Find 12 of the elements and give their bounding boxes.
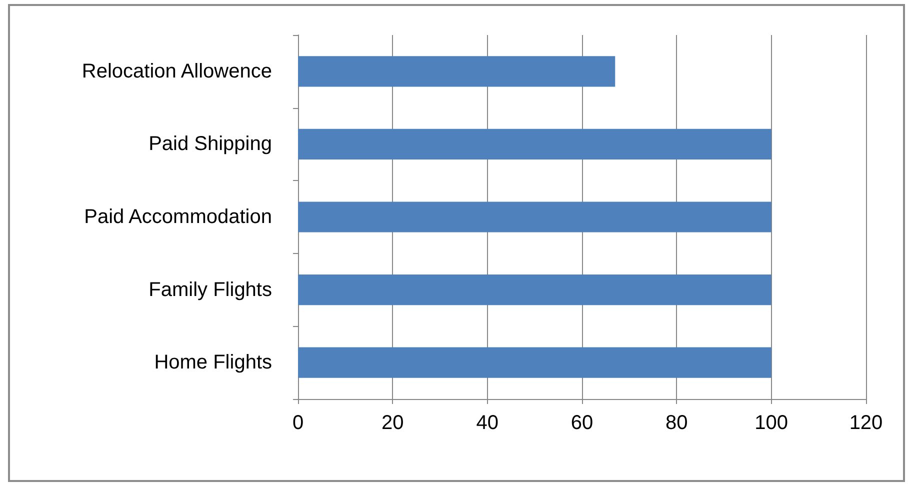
x-tick-label: 100 [754, 412, 788, 434]
y-tick-label: Paid Shipping [148, 133, 272, 156]
x-tick-label: 0 [292, 412, 304, 434]
x-tick-label: 40 [476, 412, 498, 434]
y-tick-label: Relocation Allowence [82, 60, 272, 82]
x-tick-label: 20 [382, 412, 404, 434]
y-tick-label: Home Flights [154, 352, 272, 374]
x-tick-label: 120 [849, 412, 883, 434]
y-tick-label: Paid Accommodation [84, 206, 272, 228]
y-tick-label: Family Flights [148, 278, 272, 301]
x-tick-label: 60 [570, 412, 594, 434]
x-tick-label: 80 [666, 412, 688, 434]
